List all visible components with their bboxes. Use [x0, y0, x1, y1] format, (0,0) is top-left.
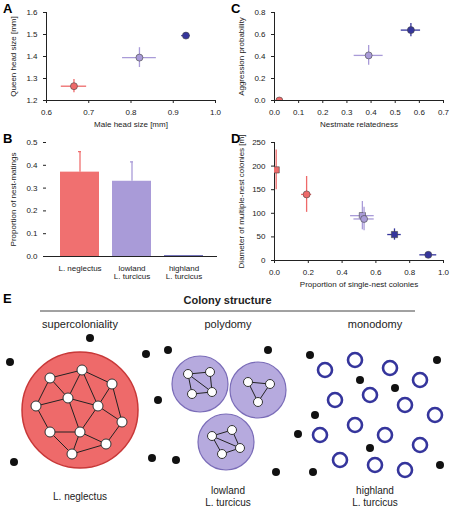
- svg-text:0.7: 0.7: [83, 108, 95, 117]
- html-text:D: D: [231, 131, 241, 146]
- svg-text:0.7: 0.7: [438, 108, 450, 117]
- svg-text:highlandL. turcicus: highlandL. turcicus: [352, 485, 398, 508]
- svg-text:supercoloniality: supercoloniality: [42, 318, 118, 330]
- svg-text:0.6: 0.6: [370, 268, 382, 277]
- svg-text:1.0: 1.0: [438, 268, 450, 277]
- svg-text:0.0: 0.0: [269, 268, 281, 277]
- svg-text:Diameter of multiple-nest colo: Diameter of multiple-nest colonies [m]: [237, 135, 246, 269]
- svg-text:50: 50: [257, 232, 266, 241]
- svg-text:0.2: 0.2: [26, 206, 38, 215]
- svg-text:monodomy: monodomy: [348, 318, 403, 330]
- svg-text:Nestmate relatedness: Nestmate relatedness: [320, 120, 398, 129]
- svg-text:Aggression probability: Aggression probability: [237, 17, 246, 96]
- svg-text:0.5: 0.5: [390, 108, 402, 117]
- svg-text:0.4: 0.4: [254, 52, 266, 61]
- svg-text:polydomy: polydomy: [204, 318, 252, 330]
- svg-text:0.0: 0.0: [26, 252, 38, 261]
- svg-text:lowlandL. turcicus: lowlandL. turcicus: [205, 485, 251, 508]
- svg-text:0.4: 0.4: [337, 268, 349, 277]
- svg-text:0.0: 0.0: [254, 96, 266, 105]
- svg-text:0.8: 0.8: [254, 8, 266, 17]
- html-text:E: E: [3, 291, 12, 306]
- svg-text:Colony structure: Colony structure: [183, 294, 271, 306]
- svg-text:0.1: 0.1: [26, 229, 38, 238]
- svg-text:0.5: 0.5: [26, 138, 38, 147]
- svg-text:0: 0: [261, 256, 266, 265]
- svg-text:Queen head size [mm]: Queen head size [mm]: [9, 16, 18, 96]
- svg-text:0.1: 0.1: [293, 108, 305, 117]
- svg-text:Proportion of single-nest colo: Proportion of single-nest colonies: [300, 280, 418, 289]
- svg-text:0.9: 0.9: [168, 108, 180, 117]
- svg-text:0.2: 0.2: [254, 74, 266, 83]
- svg-text:250: 250: [252, 138, 266, 147]
- svg-text:0.3: 0.3: [26, 184, 38, 193]
- svg-text:1.5: 1.5: [26, 30, 38, 39]
- svg-text:0.8: 0.8: [404, 268, 416, 277]
- svg-text:0.2: 0.2: [303, 268, 315, 277]
- svg-text:lowlandL. turcicus: lowlandL. turcicus: [114, 264, 150, 281]
- svg-text:Male head size [mm]: Male head size [mm]: [94, 120, 168, 129]
- svg-text:0.4: 0.4: [366, 108, 378, 117]
- svg-text:Proportion of nest-matings: Proportion of nest-matings: [9, 153, 18, 247]
- svg-text:1.0: 1.0: [210, 108, 222, 117]
- svg-text:0.2: 0.2: [317, 108, 329, 117]
- svg-text:0.6: 0.6: [254, 30, 266, 39]
- html-text:C: C: [231, 1, 241, 16]
- html-text:B: B: [3, 131, 13, 146]
- svg-text:L. neglectus: L. neglectus: [58, 264, 101, 273]
- svg-text:0.8: 0.8: [125, 108, 137, 117]
- svg-text:highlandL. turcicus: highlandL. turcicus: [166, 264, 202, 281]
- svg-text:0.3: 0.3: [341, 108, 353, 117]
- svg-text:1.2: 1.2: [26, 96, 38, 105]
- html-text:A: A: [3, 1, 13, 16]
- svg-text:1.4: 1.4: [26, 52, 38, 61]
- svg-text:1.6: 1.6: [26, 8, 38, 17]
- svg-text:0.6: 0.6: [41, 108, 53, 117]
- svg-text:L. neglectus: L. neglectus: [53, 491, 107, 502]
- svg-text:0.0: 0.0: [269, 108, 281, 117]
- svg-text:0.4: 0.4: [26, 161, 38, 170]
- svg-text:150: 150: [252, 185, 266, 194]
- svg-text:1.3: 1.3: [26, 74, 38, 83]
- svg-text:100: 100: [252, 209, 266, 218]
- svg-text:200: 200: [252, 162, 266, 171]
- svg-text:0.6: 0.6: [414, 108, 426, 117]
